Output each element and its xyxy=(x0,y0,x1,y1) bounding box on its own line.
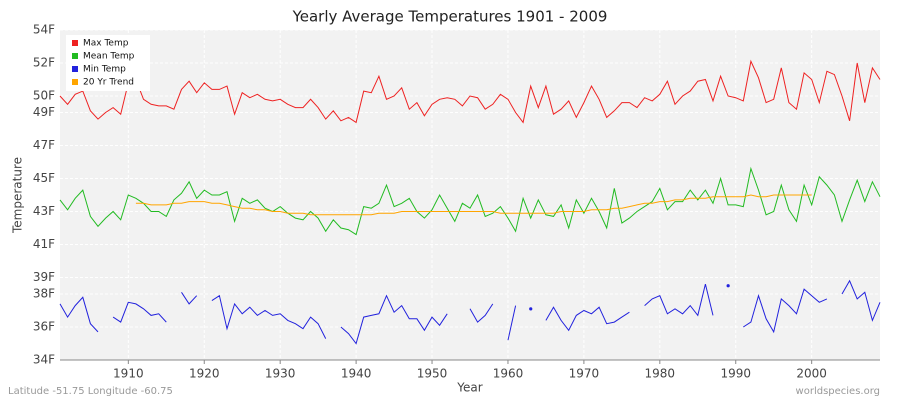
legend-swatch xyxy=(72,79,78,85)
y-axis-label: Temperature xyxy=(11,157,25,234)
legend-label: 20 Yr Trend xyxy=(83,78,134,88)
x-tick-label: 1930 xyxy=(265,367,296,381)
x-tick-label: 1940 xyxy=(341,367,372,381)
footer-left: Latitude -51.75 Longitude -60.75 xyxy=(8,386,173,397)
point xyxy=(726,284,730,288)
legend-label: Min Temp xyxy=(83,65,126,75)
x-axis-label: Year xyxy=(456,381,482,395)
series-line xyxy=(59,59,881,124)
y-tick-label: 50F xyxy=(33,89,55,103)
legend-swatch xyxy=(72,53,78,59)
y-tick-label: 41F xyxy=(33,237,55,251)
x-tick-label: 1910 xyxy=(113,367,144,381)
x-tick-label: 1960 xyxy=(493,367,524,381)
y-tick-label: 45F xyxy=(33,171,55,185)
series-line xyxy=(59,166,881,236)
legend-label: Max Temp xyxy=(83,39,129,49)
footer-right: worldspecies.org xyxy=(796,386,880,397)
legend-swatch xyxy=(72,66,78,72)
plot-area xyxy=(60,30,880,360)
x-tick-label: 2000 xyxy=(796,367,827,381)
x-tick-label: 1980 xyxy=(645,367,676,381)
x-tick-label: 1920 xyxy=(189,367,220,381)
y-tick-label: 49F xyxy=(33,105,55,119)
legend-label: Mean Temp xyxy=(83,52,135,62)
y-tick-label: 54F xyxy=(33,23,55,37)
y-tick-label: 39F xyxy=(33,270,55,284)
y-tick-label: 36F xyxy=(33,320,55,334)
y-tick-label: 38F xyxy=(33,287,55,301)
y-tick-label: 43F xyxy=(33,204,55,218)
point xyxy=(529,307,533,311)
series-line xyxy=(135,194,812,216)
y-tick-label: 34F xyxy=(33,353,55,367)
legend-box xyxy=(66,35,150,91)
x-tick-label: 1950 xyxy=(417,367,448,381)
y-tick-label: 52F xyxy=(33,56,55,70)
series-line xyxy=(59,279,881,345)
legend-swatch xyxy=(72,40,78,46)
x-tick-label: 1990 xyxy=(720,367,751,381)
chart-title: Yearly Average Temperatures 1901 - 2009 xyxy=(292,8,608,26)
y-tick-label: 47F xyxy=(33,138,55,152)
x-tick-label: 1970 xyxy=(569,367,600,381)
